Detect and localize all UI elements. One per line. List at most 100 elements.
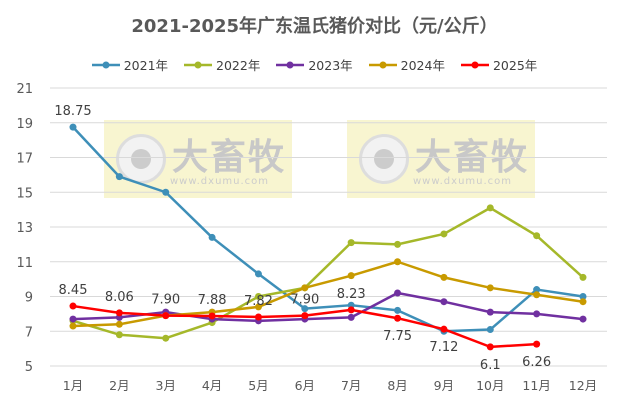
data-point	[347, 306, 355, 314]
data-point	[440, 230, 448, 238]
legend-item: 2024年	[368, 55, 445, 74]
data-point	[301, 284, 309, 292]
x-tick-label: 7月	[341, 378, 361, 393]
y-tick-label: 9	[25, 291, 33, 306]
data-point	[115, 320, 123, 328]
y-tick-label: 13	[16, 221, 33, 236]
data-point	[115, 173, 123, 181]
x-tick-label: 9月	[434, 378, 454, 393]
y-tick-label: 15	[16, 186, 33, 201]
legend-label: 2024年	[400, 58, 445, 73]
data-point	[533, 291, 541, 299]
watermark-eye-icon	[116, 134, 166, 184]
legend-marker	[184, 61, 213, 68]
legend-item: 2023年	[276, 55, 353, 74]
legend-item: 2021年	[91, 55, 169, 74]
legend-item: 2022年	[184, 55, 260, 74]
data-point	[440, 273, 448, 281]
data-point	[486, 343, 494, 351]
data-point	[208, 233, 216, 241]
data-point	[394, 258, 402, 266]
data-point	[533, 286, 541, 294]
x-tick-label: 2月	[109, 378, 129, 393]
x-tick-label: 10月	[476, 378, 504, 393]
y-tick-label: 21	[16, 82, 33, 97]
y-tick-label: 17	[16, 152, 33, 167]
data-point	[579, 273, 587, 281]
data-point	[486, 284, 494, 292]
chart-title: 2021-2025年广东温氏猪价对比（元/公斤）	[131, 16, 498, 37]
series-line-2023年	[72, 291, 584, 323]
data-point	[394, 306, 402, 314]
data-point	[486, 204, 494, 212]
x-tick-label: 3月	[156, 378, 176, 393]
data-label: 7.75	[383, 329, 412, 344]
data-label: 6.1	[480, 358, 501, 373]
data-point	[440, 325, 448, 333]
data-point	[533, 310, 541, 318]
data-point	[69, 315, 77, 323]
data-point	[579, 293, 587, 300]
data-point	[254, 270, 262, 278]
data-point	[301, 305, 309, 313]
data-point	[69, 322, 77, 330]
y-tick-label: 5	[25, 360, 33, 375]
data-label: 8.06	[105, 290, 134, 305]
series-line-2021年	[72, 126, 584, 333]
data-point	[69, 123, 77, 131]
legend-marker	[91, 61, 120, 68]
data-label: 7.82	[244, 294, 273, 309]
data-point	[347, 272, 355, 280]
data-point	[254, 293, 262, 300]
data-point	[486, 308, 494, 316]
legend-label: 2023年	[308, 58, 353, 73]
data-point	[301, 312, 309, 320]
data-point	[347, 313, 355, 321]
x-tick-label: 4月	[202, 378, 222, 393]
data-point	[533, 340, 541, 348]
data-point	[115, 309, 123, 317]
data-point	[579, 298, 587, 306]
data-point	[162, 334, 170, 342]
data-label: 8.45	[59, 283, 88, 298]
y-tick-label: 11	[16, 256, 33, 271]
y-tick-label: 7	[25, 325, 33, 340]
data-point	[254, 303, 262, 311]
data-point	[394, 314, 402, 322]
data-point	[394, 240, 402, 248]
data-point	[162, 312, 170, 320]
legend-marker	[276, 61, 305, 68]
x-tick-label: 5月	[248, 378, 268, 393]
data-label: 7.88	[198, 293, 227, 308]
data-label: 7.12	[429, 340, 458, 355]
x-tick-label: 8月	[387, 378, 407, 393]
legend-label: 2022年	[216, 58, 261, 73]
watermark-eye-icon	[359, 134, 409, 184]
x-tick-label: 1月	[63, 378, 83, 393]
watermark-url: www.dxumu.com	[170, 176, 270, 187]
data-label: 7.90	[290, 293, 319, 308]
data-label: 18.75	[54, 104, 91, 119]
data-label: 6.26	[522, 355, 551, 370]
legend-label: 2025年	[492, 58, 538, 73]
data-point	[115, 331, 123, 339]
y-tick-label: 19	[16, 117, 33, 132]
data-point	[69, 302, 77, 310]
watermark-url: www.dxumu.com	[413, 176, 513, 187]
series-line-2024年	[72, 260, 584, 328]
data-label: 8.23	[337, 287, 366, 302]
data-point	[394, 289, 402, 297]
data-point	[486, 326, 494, 334]
x-tick-label: 11月	[522, 378, 550, 393]
legend-label: 2021年	[123, 58, 169, 73]
data-point	[533, 232, 541, 240]
data-point	[208, 312, 216, 320]
x-tick-label: 6月	[295, 378, 315, 393]
legend-marker	[368, 61, 397, 68]
data-label: 7.90	[151, 293, 180, 308]
legend: 2021年 2022年 2023年 2024年 2025年	[0, 55, 629, 74]
x-tick-label: 12月	[569, 378, 597, 393]
legend-marker	[460, 61, 489, 68]
